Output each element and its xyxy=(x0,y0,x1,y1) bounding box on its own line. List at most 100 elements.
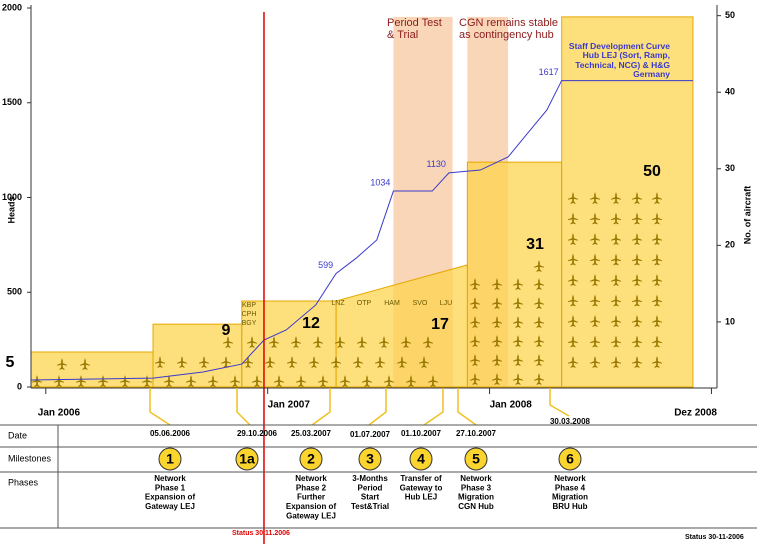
phase-line: BRU Hub xyxy=(552,502,587,511)
y2-tick-label: 40 xyxy=(725,87,735,97)
phase-line: Expansion of xyxy=(145,493,196,502)
row-label: Date xyxy=(8,430,27,440)
milestone-number: 2 xyxy=(307,451,315,467)
phase-line: Period xyxy=(358,483,383,492)
milestone-date: 01.10.2007 xyxy=(401,429,442,438)
aircraft-count: 17 xyxy=(431,316,449,333)
aircraft-count: 50 xyxy=(643,163,661,180)
airport-code: SVO xyxy=(413,300,428,307)
data-label: 1617 xyxy=(539,67,559,77)
milestone-circle xyxy=(558,447,582,471)
y2-axis-title: No. of aircraft xyxy=(742,186,752,245)
row-label: Milestones xyxy=(8,453,52,463)
phase-line: Hub LEJ xyxy=(405,493,437,502)
phase-line: Transfer of xyxy=(400,474,442,483)
phase-bar xyxy=(561,16,694,388)
milestone-number: 4 xyxy=(417,451,425,467)
band-label: Period Test & Trial xyxy=(387,17,442,42)
y-tick-label: 500 xyxy=(7,287,22,297)
phase-line: Gateway LEJ xyxy=(286,511,336,520)
phase-bar xyxy=(466,161,563,388)
phase-line: Phase 4 xyxy=(555,483,586,492)
row-label: Phases xyxy=(8,477,39,487)
milestone-date: 25.03.2007 xyxy=(291,429,332,438)
phase-line: Phase 1 xyxy=(155,483,186,492)
phase-line: Gateway LEJ xyxy=(145,502,195,511)
plot: 0 500 1000 1500 2000 10 20 30 40 50 Jan 2006 Jan 20… xyxy=(2,2,735,544)
connector xyxy=(368,388,387,426)
y2-tick-label: 10 xyxy=(725,316,735,326)
connector xyxy=(423,388,444,426)
x-tick-label: Dez 2008 xyxy=(674,408,717,419)
phase-line: Expansion of xyxy=(286,502,337,511)
milestone-date: 30.03.2008 xyxy=(550,417,591,426)
milestone-date: 29.10.2006 xyxy=(237,429,278,438)
data-label: 1034 xyxy=(370,177,390,187)
connector xyxy=(549,388,570,417)
milestone-number: 1 xyxy=(166,451,174,467)
phase-line: Gateway to xyxy=(400,483,443,492)
milestone-number: 3 xyxy=(366,451,374,467)
phase-line: Further xyxy=(297,493,325,502)
data-label: 1130 xyxy=(427,159,446,169)
aircraft-count: 5 xyxy=(6,354,15,371)
phase-line: Network xyxy=(554,474,586,483)
x-tick-label: Jan 2006 xyxy=(38,408,81,419)
phase-line: Phase 3 xyxy=(461,483,492,492)
y2-tick-label: 30 xyxy=(725,163,735,173)
y2-tick-label: 20 xyxy=(725,240,735,250)
phase-line: Phase 2 xyxy=(296,483,327,492)
phase-line: Network xyxy=(295,474,327,483)
airport-code: HAM xyxy=(384,300,400,307)
connector xyxy=(311,388,331,426)
connector xyxy=(457,388,477,426)
y-tick-label: 1000 xyxy=(2,192,22,202)
footer: Status 30-11-2006 xyxy=(685,534,744,541)
band-label: CGN remains stable as contingency hub xyxy=(459,17,559,42)
aircraft-count: 31 xyxy=(526,236,544,253)
series-label: Staff Development Curve Hub LEJ (Sort, R… xyxy=(568,41,670,80)
phase-line: 3-Months xyxy=(352,474,388,483)
milestone-circle xyxy=(235,447,259,471)
airport-code: LJU xyxy=(440,300,452,307)
bars xyxy=(30,16,694,388)
x-tick-label: Jan 2008 xyxy=(490,400,533,411)
status-label: Status 30.11.2006 xyxy=(232,530,290,537)
phase-line: Network xyxy=(460,474,492,483)
airport-code: BGY xyxy=(242,320,257,327)
milestone-number: 5 xyxy=(472,451,480,467)
airport-code: CPH xyxy=(242,311,257,318)
milestone-number: 6 xyxy=(566,451,574,467)
staff-line xyxy=(30,80,693,381)
phase-line: CGN Hub xyxy=(458,502,494,511)
phase-line: Start xyxy=(361,493,380,502)
airport-code: LNZ xyxy=(331,300,345,307)
table-lines xyxy=(0,424,757,529)
milestone-circle xyxy=(464,447,488,471)
airport-code: KBP xyxy=(242,302,256,309)
y-tick-label: 1500 xyxy=(2,97,22,107)
y-tick-label: 0 xyxy=(17,381,22,391)
milestone-circle xyxy=(358,447,382,471)
aircraft-count: 12 xyxy=(302,315,320,332)
milestone-circle xyxy=(409,447,433,471)
milestone-date: 05.06.2006 xyxy=(150,429,191,438)
milestone-date: 01.07.2007 xyxy=(350,430,391,439)
phase-line: Migration xyxy=(458,493,494,502)
milestone-number: 1a xyxy=(239,451,255,467)
milestone-date: 27.10.2007 xyxy=(456,429,497,438)
y2-tick-label: 50 xyxy=(725,10,735,20)
y-tick-label: 2000 xyxy=(2,2,22,12)
phase-bar xyxy=(30,351,154,388)
connector xyxy=(149,388,171,426)
airport-code: OTP xyxy=(357,300,372,307)
milestone-circle xyxy=(299,447,323,471)
phase-line: Test&Trial xyxy=(351,502,389,511)
data-label: 599 xyxy=(318,260,333,270)
phase-line: Migration xyxy=(552,493,588,502)
phase-line: Network xyxy=(154,474,186,483)
y-axis-title: Heads xyxy=(6,196,16,223)
aircraft-count: 9 xyxy=(222,322,231,339)
